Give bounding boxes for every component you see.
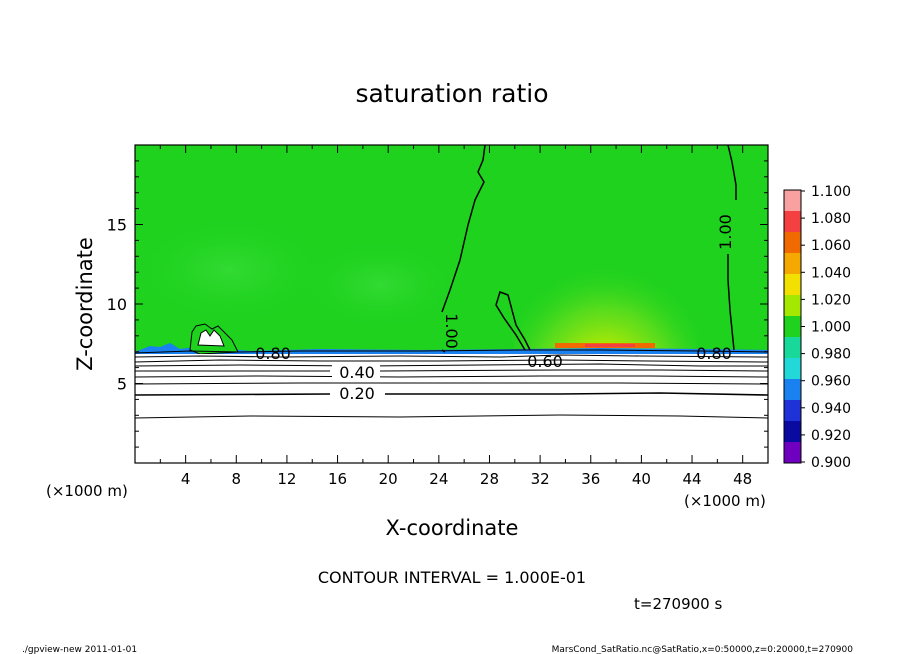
- x-tick-label: 32: [531, 470, 550, 488]
- colorbar-segment: [784, 400, 801, 422]
- colorbar-segment: [784, 232, 801, 254]
- chart-title: saturation ratio: [355, 79, 548, 108]
- field-patch-left: [135, 210, 340, 330]
- time-text: t=270900 s: [634, 595, 722, 613]
- contour-label: 0.80: [255, 344, 291, 363]
- colorbar-label: 0.940: [811, 401, 851, 417]
- colorbar-label: 0.980: [811, 347, 851, 363]
- x-axis-label: X-coordinate: [386, 516, 519, 540]
- plot-area: 0.20 0.40 0.60 0.80 0.80 1.00 1.00: [135, 145, 768, 463]
- colorbar-label: 0.920: [811, 428, 851, 444]
- y-tick-label: 15: [107, 216, 127, 235]
- contour-label: 0.20: [339, 384, 375, 403]
- contour-line: [135, 369, 768, 372]
- colorbar-segment: [784, 379, 801, 401]
- subsaturated-region: [135, 354, 768, 463]
- colorbar-label: 1.040: [811, 265, 851, 281]
- colorbar-label: 0.900: [811, 455, 851, 471]
- x-tick-label: 8: [232, 470, 242, 488]
- colorbar-label: 1.060: [811, 238, 851, 254]
- contour-line-1-00-left-lower: [441, 349, 446, 353]
- footer-right: MarsCond_SatRatio.nc@SatRatio,x=0:50000,…: [552, 645, 854, 654]
- colorbar-label: 1.000: [811, 320, 851, 336]
- contour-lines: [135, 145, 768, 419]
- contour-line-1-00-left: [441, 145, 486, 313]
- colorbar-segment: [784, 253, 801, 275]
- colorbar-label: 1.100: [811, 184, 851, 200]
- colorbar-label: 0.960: [811, 374, 851, 390]
- contour-line: [135, 349, 768, 354]
- colorbar: 1.100 1.080 1.060 1.040 1.020 1.000 0.980 0.960…: [783, 184, 851, 471]
- contour-label: 0.80: [696, 344, 732, 363]
- contour-line: [135, 363, 768, 367]
- x-tick-label: 28: [480, 470, 499, 488]
- contour-line: [135, 392, 768, 396]
- colorbar-label: 1.080: [811, 211, 851, 227]
- x-tick-label: 24: [429, 470, 448, 488]
- colorbar-segment: [784, 274, 801, 296]
- contour-line: [135, 414, 768, 419]
- colorbar-segment: [784, 337, 801, 359]
- x-tick-label: 16: [328, 470, 347, 488]
- x-tick-label: 12: [277, 470, 296, 488]
- contour-label: 1.00: [442, 313, 461, 349]
- field-max-core: [585, 344, 635, 347]
- x-tick-label: 20: [379, 470, 398, 488]
- y-tick-label: 10: [107, 295, 127, 314]
- x-tick-label: 40: [632, 470, 651, 488]
- contour-line-1-00-right-lower: [727, 254, 735, 351]
- cloud-protrusion-core: [197, 329, 225, 347]
- contour-line: [135, 375, 768, 378]
- colorbar-label: 1.020: [811, 292, 851, 308]
- colorbar-segment: [784, 421, 801, 443]
- colorbar-segment: [784, 316, 801, 338]
- x-tick-label: 4: [181, 470, 191, 488]
- footer-left: ./gpview-new 2011-01-01: [22, 645, 137, 654]
- colorbar-segment: [784, 190, 801, 212]
- x-unit-right: (×1000 m): [684, 492, 766, 510]
- x-tick-label: 48: [733, 470, 752, 488]
- y-tick-label: 5: [117, 375, 127, 394]
- contour-label: 0.40: [339, 363, 375, 382]
- y-axis-ticks: 5 10 15: [107, 160, 768, 448]
- contour-interval-text: CONTOUR INTERVAL = 1.000E-01: [318, 568, 586, 587]
- contour-labels: 0.20 0.40 0.60 0.80 0.80 1.00 1.00: [255, 214, 735, 403]
- colorbar-segment: [784, 442, 801, 464]
- contour-label-bg: [332, 385, 380, 401]
- contour-line: [135, 382, 768, 385]
- colorbar-segment: [784, 295, 801, 317]
- contour-line: [135, 354, 768, 358]
- undersaturated-edge: [135, 343, 768, 356]
- field-patch-center: [290, 235, 470, 335]
- x-axis-ticks: 4 8 12 16 20 24 28 32 36 40 44 48: [159, 145, 752, 488]
- contour-label: 0.60: [527, 352, 563, 371]
- contour-line-1-00-right: [727, 145, 737, 200]
- contour-label-bg: [332, 364, 380, 380]
- contour-line: [135, 359, 768, 363]
- x-unit-left: (×1000 m): [46, 482, 128, 500]
- x-tick-label: 36: [581, 470, 600, 488]
- colorbar-segment: [784, 358, 801, 380]
- colorbar-segment: [784, 211, 801, 233]
- contour-label: 1.00: [716, 214, 735, 250]
- y-axis-label: Z-coordinate: [73, 237, 97, 371]
- contour-line-1-00-loop: [495, 291, 531, 351]
- x-tick-label: 44: [682, 470, 701, 488]
